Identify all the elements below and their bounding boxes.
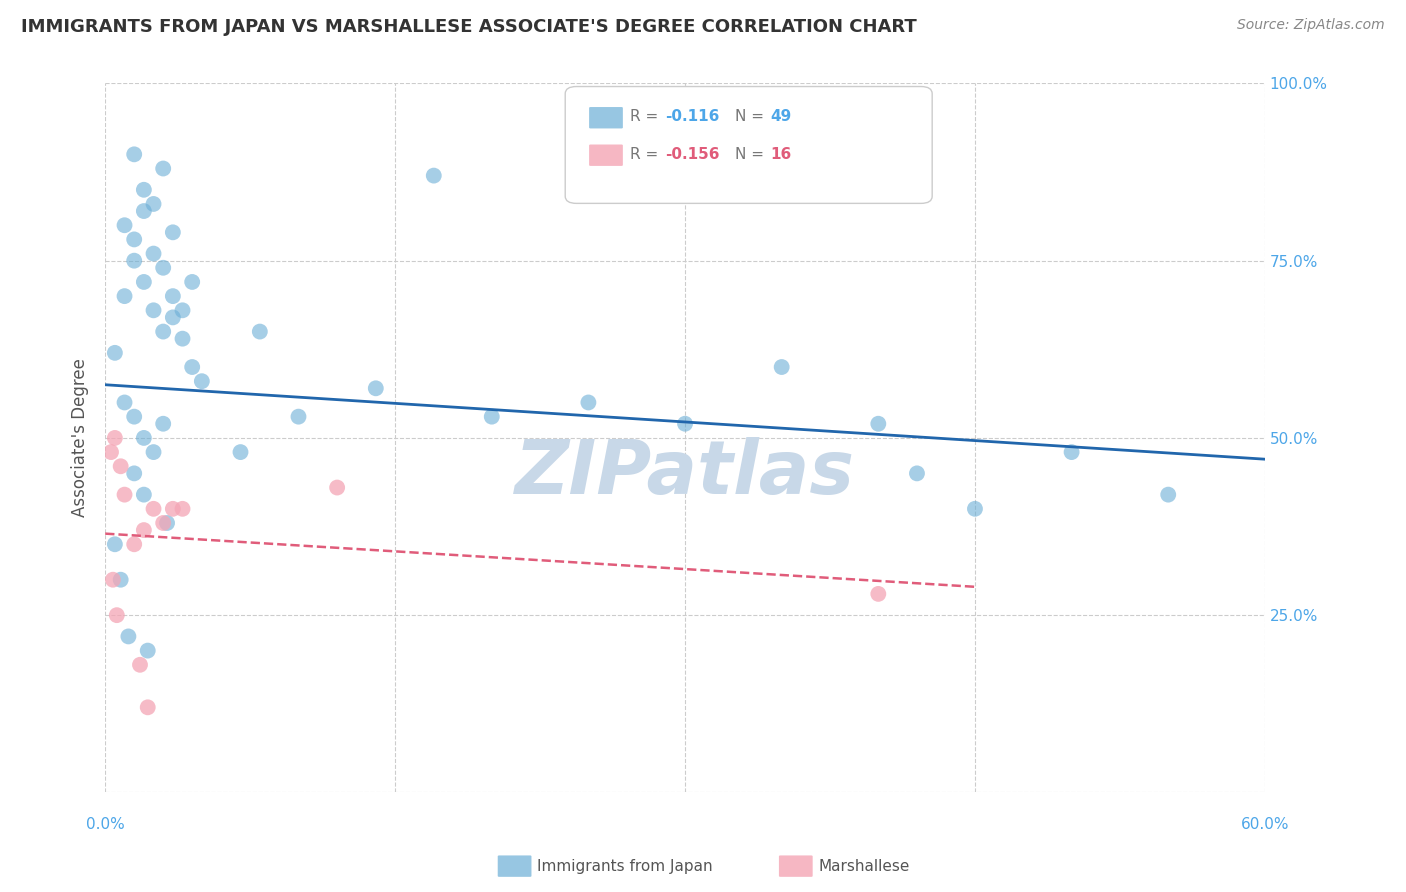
Point <box>136 643 159 657</box>
Point <box>172 303 194 318</box>
Point <box>142 501 165 516</box>
Point <box>229 445 252 459</box>
Text: Marshallese: Marshallese <box>818 859 910 873</box>
Point <box>100 445 122 459</box>
Point <box>152 516 174 530</box>
Point <box>191 374 214 388</box>
Y-axis label: Associate's Degree: Associate's Degree <box>72 359 89 517</box>
Point <box>122 147 145 161</box>
Text: R =: R = <box>630 147 664 161</box>
Point <box>142 246 165 260</box>
Text: ZIPatlas: ZIPatlas <box>515 437 855 510</box>
Point <box>152 260 174 275</box>
Point <box>481 409 503 424</box>
Point <box>1157 488 1180 502</box>
Point <box>181 275 204 289</box>
Point <box>364 381 387 395</box>
Point <box>162 289 184 303</box>
Point <box>152 161 174 176</box>
Text: Source: ZipAtlas.com: Source: ZipAtlas.com <box>1237 18 1385 32</box>
Point <box>142 303 165 318</box>
Point <box>132 431 155 445</box>
Point <box>101 573 124 587</box>
Point <box>673 417 696 431</box>
Point <box>132 523 155 537</box>
Point <box>287 409 309 424</box>
Text: R =: R = <box>630 110 664 124</box>
Point <box>132 183 155 197</box>
Text: 60.0%: 60.0% <box>1240 817 1289 832</box>
Point <box>104 431 127 445</box>
Point <box>576 395 599 409</box>
Point <box>114 395 136 409</box>
Point <box>152 417 174 431</box>
Point <box>156 516 179 530</box>
Point <box>868 587 890 601</box>
Point <box>905 467 928 481</box>
Point <box>1060 445 1083 459</box>
Text: -0.156: -0.156 <box>665 147 720 161</box>
Text: Immigrants from Japan: Immigrants from Japan <box>537 859 713 873</box>
Text: 0.0%: 0.0% <box>86 817 125 832</box>
Point <box>110 573 132 587</box>
Point <box>152 325 174 339</box>
Point <box>172 501 194 516</box>
Point <box>122 537 145 551</box>
Point <box>249 325 271 339</box>
Point <box>136 700 159 714</box>
Point <box>963 501 986 516</box>
Point <box>868 417 890 431</box>
Text: 16: 16 <box>770 147 792 161</box>
Point <box>326 481 349 495</box>
Text: N =: N = <box>735 110 769 124</box>
Point <box>132 204 155 219</box>
Point <box>172 332 194 346</box>
Point <box>162 225 184 239</box>
Text: 49: 49 <box>770 110 792 124</box>
Point <box>162 310 184 325</box>
Point <box>132 488 155 502</box>
Point <box>122 253 145 268</box>
Point <box>142 445 165 459</box>
Point <box>117 629 139 643</box>
Point <box>114 219 136 233</box>
Point <box>114 289 136 303</box>
Point <box>110 459 132 474</box>
Text: -0.116: -0.116 <box>665 110 720 124</box>
Point <box>770 359 793 374</box>
Point <box>122 467 145 481</box>
Point <box>181 359 204 374</box>
Text: N =: N = <box>735 147 769 161</box>
Point <box>142 197 165 211</box>
Point <box>114 488 136 502</box>
Point <box>162 501 184 516</box>
Point <box>129 657 152 672</box>
Point <box>423 169 446 183</box>
Point <box>104 537 127 551</box>
Point <box>105 608 128 623</box>
Point <box>122 409 145 424</box>
Point <box>104 346 127 360</box>
Text: IMMIGRANTS FROM JAPAN VS MARSHALLESE ASSOCIATE'S DEGREE CORRELATION CHART: IMMIGRANTS FROM JAPAN VS MARSHALLESE ASS… <box>21 18 917 36</box>
Point <box>132 275 155 289</box>
Point <box>122 232 145 246</box>
